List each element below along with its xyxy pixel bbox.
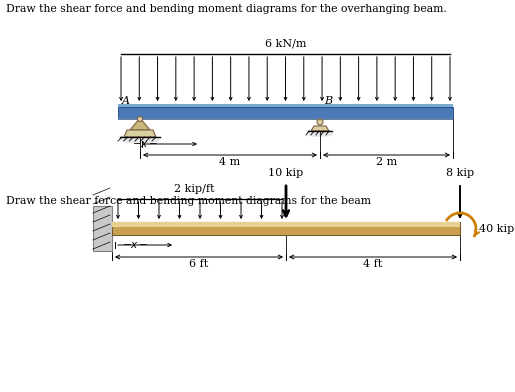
Polygon shape xyxy=(130,118,150,130)
Ellipse shape xyxy=(307,131,333,137)
Text: B: B xyxy=(324,96,332,106)
Text: 8 kip: 8 kip xyxy=(446,168,474,178)
Polygon shape xyxy=(93,206,112,251)
Text: 6 kN/m: 6 kN/m xyxy=(265,38,306,48)
Text: 40 kip·ft: 40 kip·ft xyxy=(479,224,515,234)
Text: 2 m: 2 m xyxy=(376,157,397,167)
Polygon shape xyxy=(118,104,453,107)
Text: A: A xyxy=(122,96,130,106)
Text: 6 ft: 6 ft xyxy=(190,259,209,269)
Text: 10 kip: 10 kip xyxy=(268,168,304,178)
Polygon shape xyxy=(118,107,453,118)
Polygon shape xyxy=(118,118,453,120)
Circle shape xyxy=(317,119,323,125)
Text: 4 m: 4 m xyxy=(219,157,241,167)
Text: Draw the shear force and bending moment diagrams for the overhanging beam.: Draw the shear force and bending moment … xyxy=(6,4,447,14)
Polygon shape xyxy=(124,130,156,137)
Text: $-x-$: $-x-$ xyxy=(122,240,148,250)
Ellipse shape xyxy=(120,136,160,143)
Polygon shape xyxy=(311,126,329,131)
Polygon shape xyxy=(112,222,460,227)
Circle shape xyxy=(138,116,143,122)
Text: $-x-$: $-x-$ xyxy=(132,139,159,149)
Polygon shape xyxy=(112,222,460,235)
Text: 4 ft: 4 ft xyxy=(364,259,383,269)
Text: Draw the shear force and bending moment diagrams for the beam: Draw the shear force and bending moment … xyxy=(6,196,371,206)
Text: 2 kip/ft: 2 kip/ft xyxy=(174,184,214,194)
